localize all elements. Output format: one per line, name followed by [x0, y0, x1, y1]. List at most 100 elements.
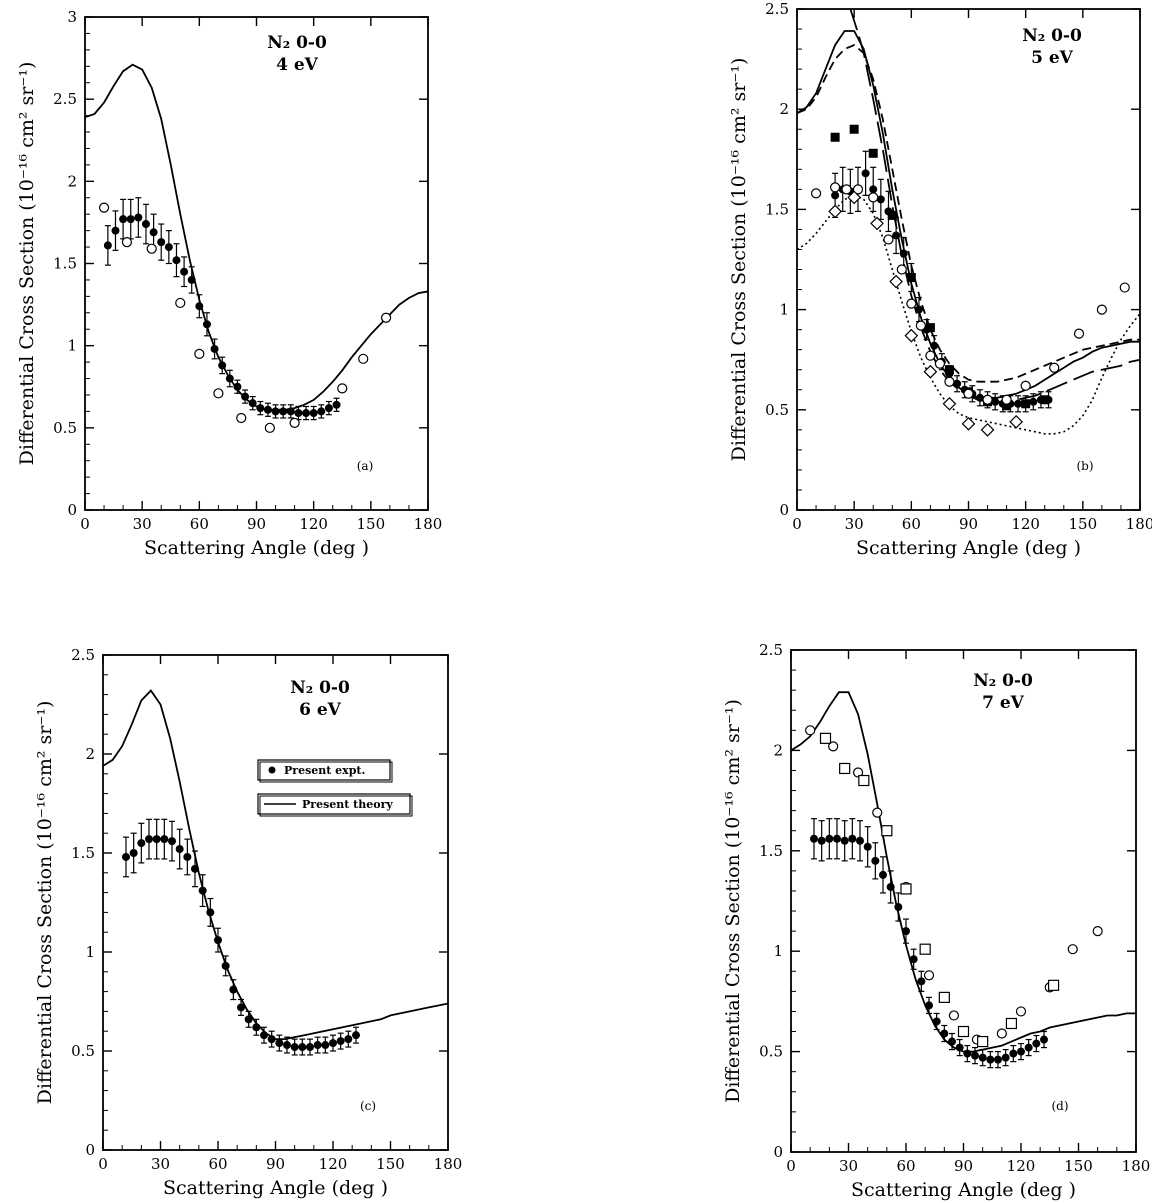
data-point-filled-circle [172, 256, 181, 265]
data-point-open-square [977, 1035, 989, 1048]
y-tick-label: 1.5 [765, 200, 789, 218]
legend-box [257, 793, 411, 815]
data-point-open-circle [805, 725, 816, 736]
data-point-open-square [900, 883, 912, 895]
data-point-filled-circle [1040, 1035, 1048, 1044]
chart-panel-c: 0 30 60 90 120 150 180 0 0.5 1 1.5 2 2.5 Scattering A… [34, 646, 462, 1199]
legend-label: Present theory [302, 798, 393, 811]
data-point-open-circle [358, 353, 369, 364]
data-point-open-circle [830, 182, 841, 193]
data-point-filled-circle [141, 220, 150, 229]
y-tick-label: 2.5 [759, 641, 783, 659]
data-point-filled-circle [1014, 399, 1023, 408]
data-point-filled-circle [119, 215, 128, 224]
panel-label: (c) [360, 1099, 376, 1113]
data-point-filled-circle [256, 404, 265, 413]
data-point-open-circle [337, 383, 348, 394]
data-point-filled-circle [329, 1039, 337, 1048]
plot-annotation: 7 eV [982, 693, 1025, 713]
panel-label: (a) [357, 459, 374, 473]
x-axis-title: Scattering Angle (deg ) [856, 537, 1081, 559]
data-point-filled-circle [157, 238, 166, 247]
data-point-filled-circle [332, 400, 341, 409]
data-point-filled-circle [831, 191, 840, 200]
data-point-filled-circle [152, 835, 161, 844]
data-point-filled-circle [237, 1003, 245, 1012]
x-tick-label: 60 [896, 1157, 915, 1175]
legend-box-shadow [259, 795, 413, 817]
y-tick-label: 1 [779, 301, 789, 319]
data-point-filled-circle [810, 834, 818, 843]
data-point-filled-circle [953, 379, 962, 388]
data-point-open-square [957, 1025, 970, 1038]
y-tick-label: 0 [773, 1143, 783, 1161]
legend-box [257, 759, 391, 781]
data-point-open-square [1005, 1017, 1018, 1030]
legend: Present expt. Present theory [257, 759, 413, 817]
data-point-filled-circle [180, 267, 189, 276]
data-point-filled-circle [978, 1053, 987, 1062]
x-axis-title: Scattering Angle (deg ) [163, 1177, 388, 1199]
data-point-open-circle [896, 264, 907, 275]
data-point-open-circle [915, 320, 926, 331]
data-point-filled-circle [344, 1035, 353, 1044]
plot-annotation: N₂ 0-0 [290, 678, 350, 698]
x-tick-label: 60 [902, 515, 921, 533]
data-point-filled-circle [206, 908, 215, 917]
data-point-filled-square [887, 210, 897, 220]
data-point-filled-circle [160, 835, 169, 844]
data-point-open-circle [380, 312, 392, 323]
data-point-filled-circle [817, 836, 826, 845]
data-point-filled-circle [214, 936, 222, 945]
data-point-filled-circle [848, 834, 857, 843]
data-point-filled-circle [833, 834, 841, 843]
data-point-open-square [938, 991, 950, 1003]
data-point-filled-circle [963, 1049, 972, 1058]
legend-box-shadow [259, 761, 393, 783]
data-point-filled-square [906, 273, 916, 283]
data-point-open-diamond [870, 216, 884, 231]
data-point-open-circle [906, 298, 917, 309]
y-tick-label: 0.5 [71, 1042, 95, 1060]
data-point-filled-circle [149, 228, 158, 237]
x-tick-label: 60 [208, 1155, 227, 1173]
plot-annotation: 5 eV [1031, 48, 1074, 68]
data-point-filled-circle [1032, 1039, 1041, 1048]
data-point-filled-circle [302, 409, 311, 418]
data-point-open-square [1047, 979, 1060, 991]
data-point-filled-circle [260, 1031, 268, 1040]
x-tick-label: 150 [357, 515, 386, 533]
data-point-filled-circle [879, 870, 887, 879]
data-point-filled-circle [321, 1041, 330, 1050]
data-point-filled-circle [825, 834, 834, 843]
data-point-filled-circle [986, 1055, 995, 1064]
data-point-filled-circle [871, 856, 880, 865]
x-tick-label: 0 [786, 1157, 796, 1175]
series-line-dotted [797, 194, 1140, 435]
x-tick-label: 180 [1122, 1157, 1151, 1175]
y-axis-title: Differential Cross Section (10⁻¹⁶ cm² sr… [34, 701, 56, 1105]
data-point-filled-circle [975, 393, 984, 402]
data-point-open-circle [841, 184, 852, 195]
data-point-open-circle [1015, 1006, 1027, 1017]
data-point-filled-circle [309, 409, 318, 418]
data-point-filled-circle [164, 243, 173, 252]
data-point-filled-circle [126, 215, 135, 224]
x-tick-label: 30 [151, 1155, 170, 1173]
x-tick-label: 90 [266, 1155, 285, 1173]
data-point-filled-square [925, 323, 935, 333]
data-point-open-circle [98, 202, 110, 213]
data-point-filled-circle [233, 382, 242, 391]
data-point-filled-square [1040, 395, 1050, 405]
data-point-filled-circle [248, 399, 257, 408]
data-point-filled-circle [876, 195, 885, 204]
data-point-open-circle [1020, 380, 1031, 391]
data-point-open-circle [944, 376, 955, 387]
data-point-open-diamond [889, 274, 903, 289]
series-line-solid [791, 691, 1136, 1053]
data-point-filled-circle [313, 1041, 322, 1050]
x-tick-label: 30 [845, 515, 864, 533]
x-tick-label: 120 [1011, 515, 1040, 533]
data-point-filled-circle [294, 409, 303, 418]
